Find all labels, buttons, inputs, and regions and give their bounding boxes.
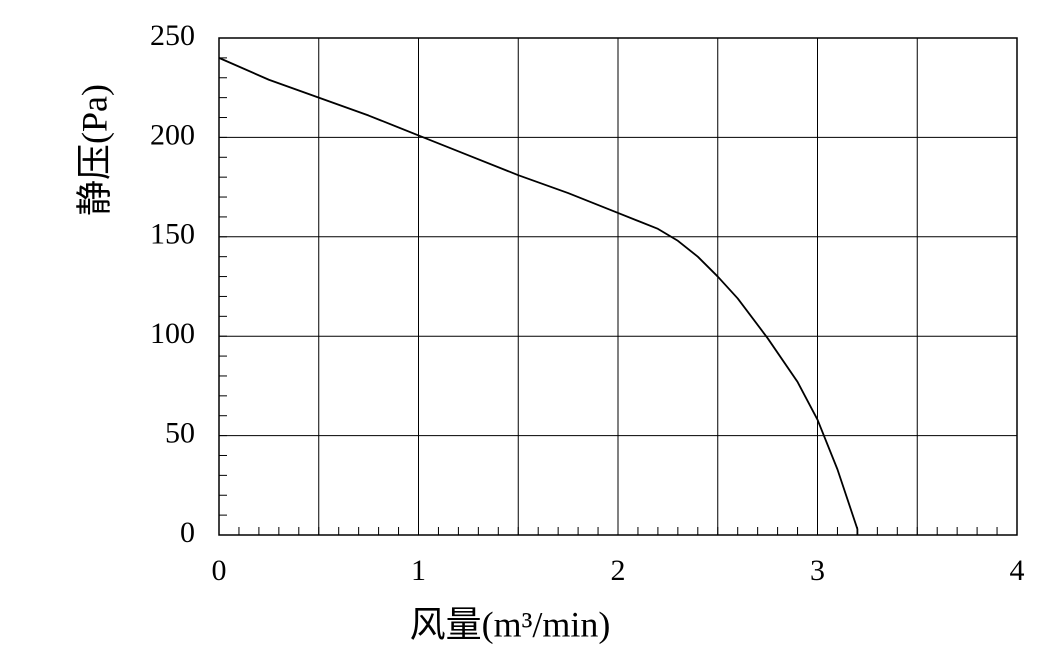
y-axis-label: 静压(Pa) bbox=[74, 84, 114, 216]
x-tick-label: 3 bbox=[810, 554, 825, 587]
y-tick-label: 0 bbox=[180, 516, 195, 549]
x-tick-label: 2 bbox=[611, 554, 626, 587]
x-axis-label: 风量(m³/min) bbox=[410, 604, 611, 644]
plot-frame bbox=[218, 37, 1018, 536]
data-line bbox=[218, 57, 859, 535]
y-tick-label: 50 bbox=[165, 416, 195, 449]
x-tick-label: 0 bbox=[212, 554, 227, 587]
x-tick-label: 1 bbox=[411, 554, 426, 587]
y-tick-label: 200 bbox=[150, 118, 195, 151]
y-tick-label: 150 bbox=[150, 218, 195, 251]
x-tick-label: 4 bbox=[1010, 554, 1025, 587]
y-tick-label: 100 bbox=[150, 317, 195, 350]
y-tick-label: 250 bbox=[150, 19, 195, 52]
